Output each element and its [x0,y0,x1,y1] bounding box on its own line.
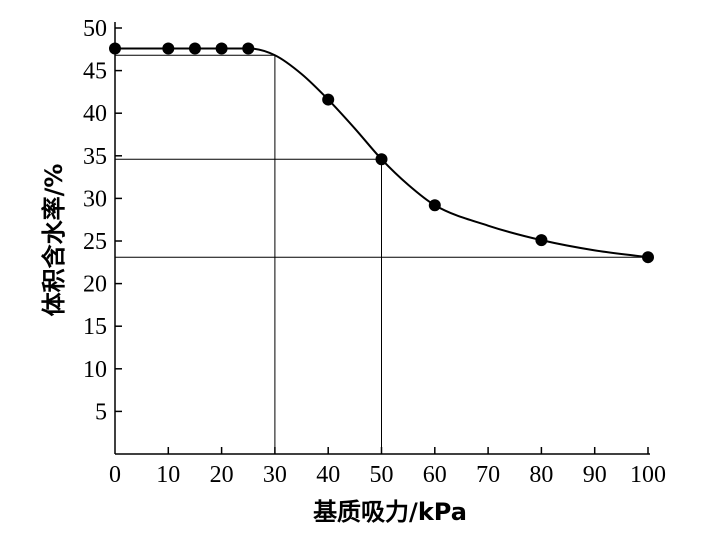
y-tick-label: 20 [83,272,107,298]
data-point [109,42,121,55]
x-axis-ticks: 0 10 20 30 40 50 60 70 80 90 100 [109,447,666,488]
data-point [242,42,255,55]
y-tick-label: 35 [83,144,107,170]
data-points [109,42,654,264]
x-tick-label: 40 [316,462,340,488]
y-tick-label: 10 [83,357,107,383]
y-tick-label: 50 [83,16,107,42]
x-tick-label: 10 [156,462,180,488]
x-tick-label: 20 [210,462,234,488]
y-tick-label: 45 [83,59,107,85]
data-point [188,42,201,55]
y-tick-label: 15 [83,314,107,340]
x-tick-label: 70 [476,462,500,488]
x-tick-label: 100 [630,462,666,488]
x-axis-title: 基质吸力/kPa [313,498,467,526]
data-point [215,42,228,55]
y-axis-title: 体积含水率/% [40,164,68,317]
data-point [535,234,548,247]
x-tick-label: 80 [529,462,553,488]
axes [114,22,650,455]
x-tick-label: 30 [263,462,287,488]
x-tick-label: 60 [423,462,447,488]
data-point [322,93,335,106]
reference-lines [115,54,648,454]
y-tick-label: 5 [95,399,107,425]
x-tick-label: 0 [109,462,121,488]
y-tick-label: 25 [83,229,107,255]
data-point [428,199,441,212]
y-axis-ticks: 5 10 15 20 25 30 35 40 45 50 [83,16,122,425]
y-tick-label: 40 [83,101,107,127]
data-point [375,153,388,166]
y-tick-label: 30 [83,186,107,212]
data-point [162,42,175,55]
data-point [642,251,654,264]
x-tick-label: 50 [370,462,394,488]
x-tick-label: 90 [583,462,607,488]
